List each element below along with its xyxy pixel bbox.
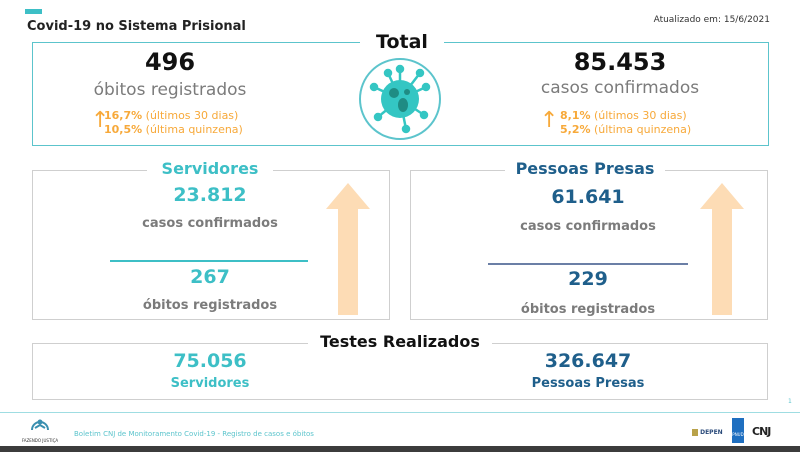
up-arrow-graphic <box>700 183 744 319</box>
testes-servidores-value: 75.056 <box>173 350 247 372</box>
up-arrow-graphic <box>326 183 370 319</box>
page-title: Covid-19 no Sistema Prisional <box>27 19 246 34</box>
presos-cases-label: casos confirmados <box>520 219 656 234</box>
testes-servidores-label: Servidores <box>170 376 250 391</box>
page-number: 1 <box>788 398 792 405</box>
total-deaths-change: 16,7% (últimos 30 dias) 10,5% (última qu… <box>104 109 243 137</box>
deaths-change-15: 10,5% <box>104 123 143 136</box>
bottom-bar <box>0 446 800 452</box>
logo-text: FAZENDO JUSTIÇA <box>21 438 59 443</box>
presos-deaths-value: 229 <box>568 268 608 290</box>
servidores-deaths-label: óbitos registrados <box>142 298 278 313</box>
testes-presos-label: Pessoas Presas <box>531 376 645 391</box>
total-heading: Total <box>360 31 444 53</box>
deaths-change-30-label: (últimos 30 dias) <box>145 109 239 122</box>
presos-heading: Pessoas Presas <box>505 159 665 178</box>
depen-text: DEPEN <box>700 429 723 436</box>
servidores-deaths-value: 267 <box>190 266 230 288</box>
total-cases-value: 85.453 <box>573 48 667 76</box>
cases-change-30: 8,1% <box>560 109 591 122</box>
cases-change-15: 5,2% <box>560 123 591 136</box>
presos-cases-value: 61.641 <box>551 186 625 208</box>
depen-logo: DEPEN <box>692 429 723 436</box>
servidores-cases-label: casos confirmados <box>142 216 278 231</box>
servidores-cases-value: 23.812 <box>173 184 247 206</box>
cases-change-15-label: (última quinzena) <box>594 123 692 136</box>
servidores-heading: Servidores <box>147 159 273 178</box>
cases-change-30-label: (últimos 30 dias) <box>594 109 687 122</box>
total-deaths-label: óbitos registrados <box>93 80 247 100</box>
pnud-logo: PNUD <box>732 418 744 443</box>
testes-heading: Testes Realizados <box>308 332 492 351</box>
header-accent-bar <box>25 9 42 14</box>
cnj-logo: CNJ <box>752 425 771 438</box>
presos-deaths-label: óbitos registrados <box>520 302 656 317</box>
footer-text: Boletim CNJ de Monitoramento Covid-19 - … <box>74 430 314 438</box>
divider <box>110 260 308 262</box>
total-cases-change: 8,1% (últimos 30 dias) 5,2% (última quin… <box>560 109 691 137</box>
up-arrow-icon: ↑ <box>540 108 559 133</box>
testes-presos-value: 326.647 <box>544 350 632 372</box>
up-arrow-icon: ↑ <box>91 108 110 133</box>
total-cases-label: casos confirmados <box>540 78 700 98</box>
deaths-change-30: 16,7% <box>104 109 143 122</box>
fazendo-justica-logo: FAZENDO JUSTIÇA <box>20 416 60 444</box>
virus-icon <box>358 57 442 141</box>
divider <box>488 263 688 265</box>
deaths-change-15-label: (última quinzena) <box>145 123 243 136</box>
footer-divider <box>0 412 800 413</box>
total-deaths-value: 496 <box>144 48 196 76</box>
updated-date: Atualizado em: 15/6/2021 <box>653 15 770 25</box>
